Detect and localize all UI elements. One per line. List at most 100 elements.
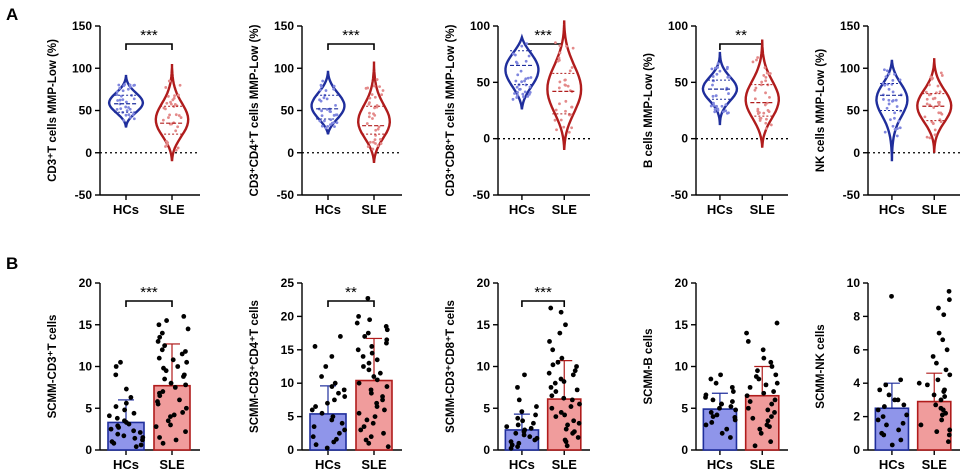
y-tick-label: 20	[79, 276, 93, 290]
data-point	[555, 359, 561, 365]
data-point	[364, 417, 370, 423]
data-point	[744, 330, 749, 336]
data-point	[576, 420, 582, 426]
violin-point	[558, 44, 562, 48]
significance-bracket	[327, 300, 375, 307]
subplot-b-2: 0 5 10 15 20 25 HCs SLE SCMM-CD3⁺CD4⁺T cells **	[249, 276, 402, 472]
violin-point	[372, 84, 376, 88]
data-point	[131, 410, 137, 416]
violin-point	[895, 105, 899, 108]
violin-point	[553, 118, 557, 122]
violin-point	[883, 68, 886, 72]
data-point	[563, 322, 568, 328]
data-point	[753, 374, 759, 379]
data-point	[924, 382, 930, 388]
data-point	[370, 420, 376, 426]
data-point	[765, 407, 771, 413]
data-point	[558, 309, 564, 315]
significance-label: ***	[534, 284, 552, 301]
violin-point	[167, 116, 170, 119]
violin-point	[378, 137, 382, 141]
violin-point	[513, 92, 516, 95]
violin-point	[513, 53, 517, 57]
data-point	[383, 324, 389, 329]
violin-point	[117, 83, 121, 87]
data-point	[183, 405, 189, 411]
data-point	[934, 360, 939, 366]
data-point	[934, 429, 940, 435]
data-point	[140, 435, 146, 440]
data-point	[562, 437, 568, 443]
violin-point	[127, 113, 131, 117]
data-point	[717, 405, 722, 411]
violin-point	[925, 135, 929, 139]
data-point	[916, 380, 922, 386]
y-tick-label: -50	[671, 188, 689, 202]
subplot-a-5: -50 0 50 100 150 HCs SLE NK cells MMP-Low (%)	[815, 19, 960, 217]
violin-point	[713, 66, 717, 70]
violin-point	[884, 75, 888, 79]
data-point	[561, 379, 567, 384]
violin-point	[367, 115, 371, 119]
data-point	[159, 347, 165, 353]
y-tick-label: 8	[853, 309, 860, 323]
data-point	[515, 384, 520, 390]
data-point	[128, 394, 134, 400]
violin-point	[571, 46, 575, 50]
violin-point	[887, 87, 891, 91]
violin-point	[334, 103, 337, 107]
violin-point	[524, 59, 528, 63]
violin-point	[751, 60, 755, 64]
violin-point	[128, 85, 132, 89]
violin-point	[515, 96, 519, 99]
violin-point	[564, 109, 567, 113]
data-point	[339, 420, 345, 426]
violin-point	[335, 121, 339, 125]
violin-point	[115, 93, 119, 97]
data-point	[382, 407, 387, 413]
violin-point	[165, 139, 168, 143]
data-point	[520, 418, 526, 424]
violin-point	[891, 124, 895, 128]
data-point	[160, 440, 166, 446]
violin-point	[119, 94, 123, 98]
data-point	[548, 384, 554, 390]
panel-label-a: A	[6, 5, 18, 24]
violin-point	[330, 121, 334, 125]
y-tick-label: 150	[840, 19, 860, 33]
data-point	[183, 429, 188, 435]
violin-point	[883, 83, 887, 87]
y-tick-label: 15	[79, 318, 93, 332]
y-tick-label: -50	[843, 188, 861, 202]
y-tick-label: 50	[477, 75, 491, 89]
data-point	[374, 404, 380, 409]
violin-point	[324, 126, 328, 130]
violin-point	[526, 76, 530, 80]
data-point	[323, 364, 329, 369]
data-point	[718, 372, 723, 378]
data-point	[168, 422, 173, 428]
violin-point	[891, 79, 895, 82]
violin-point	[937, 103, 941, 107]
y-tick-label: 100	[470, 19, 490, 33]
data-point	[165, 418, 171, 424]
violin-point	[939, 111, 943, 115]
data-point	[366, 360, 372, 366]
data-point	[904, 412, 910, 418]
data-point	[930, 354, 936, 359]
violin-point	[320, 114, 324, 118]
data-point	[714, 412, 720, 418]
data-point	[115, 423, 121, 429]
data-point	[161, 365, 166, 371]
violin-point	[161, 118, 165, 122]
violin-point	[529, 76, 533, 79]
data-point	[946, 432, 952, 438]
significance-label: ***	[534, 27, 552, 44]
violin-point	[709, 104, 713, 108]
violin-point	[759, 116, 763, 120]
data-point	[311, 424, 317, 430]
violin-point	[168, 113, 171, 117]
data-point	[153, 424, 159, 430]
violin-point	[133, 83, 136, 87]
violin-point	[887, 98, 891, 102]
